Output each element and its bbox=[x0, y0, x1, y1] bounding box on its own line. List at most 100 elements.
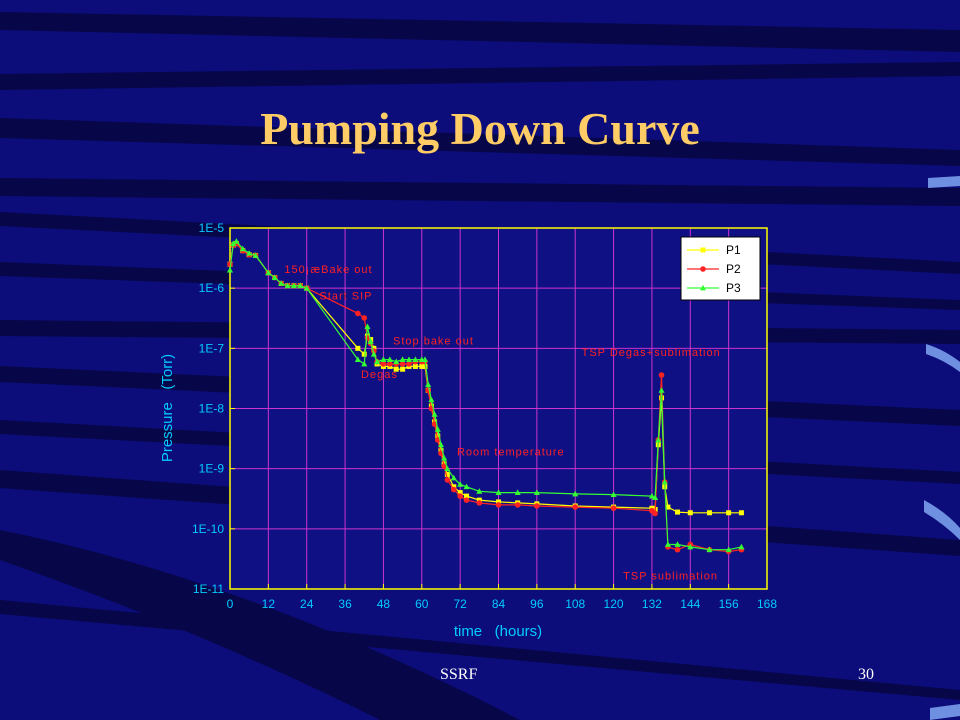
data-point-p1 bbox=[457, 490, 463, 496]
chart-legend: P1 P2 P3 bbox=[680, 236, 761, 301]
data-point-p3 bbox=[386, 356, 393, 362]
data-point-p1 bbox=[412, 363, 418, 369]
data-point-p2 bbox=[652, 510, 658, 517]
data-point-p3 bbox=[230, 240, 237, 247]
data-point-p3 bbox=[370, 350, 377, 357]
legend-label-p3: P3 bbox=[726, 281, 741, 295]
footer-label: SSRF bbox=[440, 666, 478, 683]
data-point-p3 bbox=[265, 269, 272, 276]
data-point-p3 bbox=[444, 465, 451, 472]
data-point-p1 bbox=[361, 351, 367, 357]
data-point-p3 bbox=[271, 274, 278, 280]
x-tick-label: 168 bbox=[757, 597, 777, 611]
legend-box bbox=[680, 236, 761, 301]
data-point-p3 bbox=[450, 474, 457, 481]
data-point-p3 bbox=[431, 411, 438, 417]
data-point-p1 bbox=[687, 510, 693, 516]
data-point-p3 bbox=[738, 543, 745, 550]
series-p3 bbox=[227, 238, 745, 553]
data-point-p2 bbox=[495, 502, 502, 508]
data-point-p1 bbox=[496, 499, 501, 505]
data-point-p1 bbox=[444, 471, 450, 477]
data-point-p1 bbox=[393, 366, 399, 372]
y-tick-label: 1E-9 bbox=[199, 462, 225, 476]
data-point-p3 bbox=[290, 282, 297, 289]
data-point-p3 bbox=[457, 481, 464, 487]
data-point-p3 bbox=[354, 356, 361, 362]
data-point-p2 bbox=[514, 502, 521, 508]
data-point-p3 bbox=[661, 478, 668, 485]
x-tick-label: 60 bbox=[415, 597, 429, 611]
data-point-p3 bbox=[572, 490, 579, 497]
data-point-p2 bbox=[534, 503, 540, 509]
data-point-p2 bbox=[457, 493, 463, 499]
data-point-p3 bbox=[434, 426, 441, 432]
data-point-p3 bbox=[610, 491, 617, 498]
legend-marker-p2 bbox=[700, 266, 706, 272]
data-point-p2 bbox=[355, 310, 361, 317]
data-point-p3 bbox=[495, 489, 502, 496]
data-point-p2 bbox=[572, 504, 579, 510]
data-point-p2 bbox=[399, 361, 406, 367]
chart-annotations: 150¡æBake out Start SIP Stop bake out Degas… bbox=[284, 264, 721, 582]
chart-annotation: Stop bake out bbox=[393, 336, 474, 348]
data-point-p1 bbox=[435, 433, 441, 439]
data-point-p3 bbox=[227, 266, 233, 273]
data-point-p1 bbox=[464, 493, 470, 499]
x-tick-label: 24 bbox=[300, 597, 314, 611]
data-point-p3 bbox=[278, 280, 285, 286]
x-tick-label: 36 bbox=[338, 597, 352, 611]
data-point-p2 bbox=[476, 500, 483, 506]
data-point-p3 bbox=[252, 252, 259, 258]
data-point-p1 bbox=[726, 510, 732, 516]
data-point-p3 bbox=[303, 284, 310, 291]
x-tick-label: 12 bbox=[262, 597, 276, 611]
y-tick-label: 1E-11 bbox=[193, 582, 224, 596]
y-axis-ticks: 1E-5 1E-6 1E-7 1E-8 1E-9 1E-10 1E-11 bbox=[192, 221, 235, 596]
data-point-p3 bbox=[239, 245, 246, 252]
legend-marker-p3 bbox=[700, 284, 706, 291]
data-point-p1 bbox=[400, 366, 406, 372]
data-point-p3 bbox=[406, 356, 412, 362]
data-point-p3 bbox=[725, 546, 732, 553]
chart-annotation: Degas bbox=[361, 369, 398, 381]
y-tick-label: 1E-10 bbox=[192, 522, 224, 536]
x-tick-label: 132 bbox=[642, 597, 662, 611]
x-tick-label: 0 bbox=[227, 597, 234, 611]
data-point-p3 bbox=[652, 494, 659, 501]
chart-annotation: TSP sublimation bbox=[623, 570, 718, 582]
legend-label-p1: P1 bbox=[726, 243, 741, 257]
data-point-p3 bbox=[284, 282, 291, 289]
data-point-p3 bbox=[428, 396, 435, 403]
data-point-p2 bbox=[406, 361, 412, 367]
x-tick-label: 96 bbox=[530, 597, 544, 611]
chart-annotation: Room temperature bbox=[457, 447, 565, 459]
data-point-p2 bbox=[463, 497, 470, 503]
data-point-p3 bbox=[421, 356, 428, 362]
page-number: 30 bbox=[858, 666, 874, 683]
data-point-p2 bbox=[380, 361, 387, 367]
data-point-p3 bbox=[514, 489, 521, 496]
data-point-p2 bbox=[387, 361, 393, 367]
chart-annotation: TSP Degas+sublimation bbox=[582, 347, 721, 359]
data-point-p1 bbox=[706, 510, 712, 516]
data-point-p3 bbox=[441, 454, 448, 461]
data-point-p3 bbox=[361, 360, 368, 367]
data-point-p3 bbox=[246, 250, 253, 256]
data-point-p3 bbox=[664, 541, 671, 547]
data-point-p2 bbox=[450, 486, 457, 493]
chart-annotation: Start SIP bbox=[320, 290, 373, 302]
x-axis-label: time (hours) bbox=[454, 623, 542, 640]
data-point-p1 bbox=[738, 510, 744, 516]
data-point-p3 bbox=[533, 489, 540, 496]
data-point-p1 bbox=[355, 345, 361, 351]
data-point-p3 bbox=[412, 356, 419, 362]
y-tick-label: 1E-7 bbox=[199, 341, 225, 355]
data-point-p3 bbox=[297, 282, 304, 289]
legend-label-p2: P2 bbox=[726, 262, 741, 276]
x-tick-label: 120 bbox=[604, 597, 624, 611]
y-tick-label: 1E-5 bbox=[199, 221, 225, 235]
data-point-p3 bbox=[374, 358, 381, 365]
data-point-p2 bbox=[674, 546, 681, 553]
